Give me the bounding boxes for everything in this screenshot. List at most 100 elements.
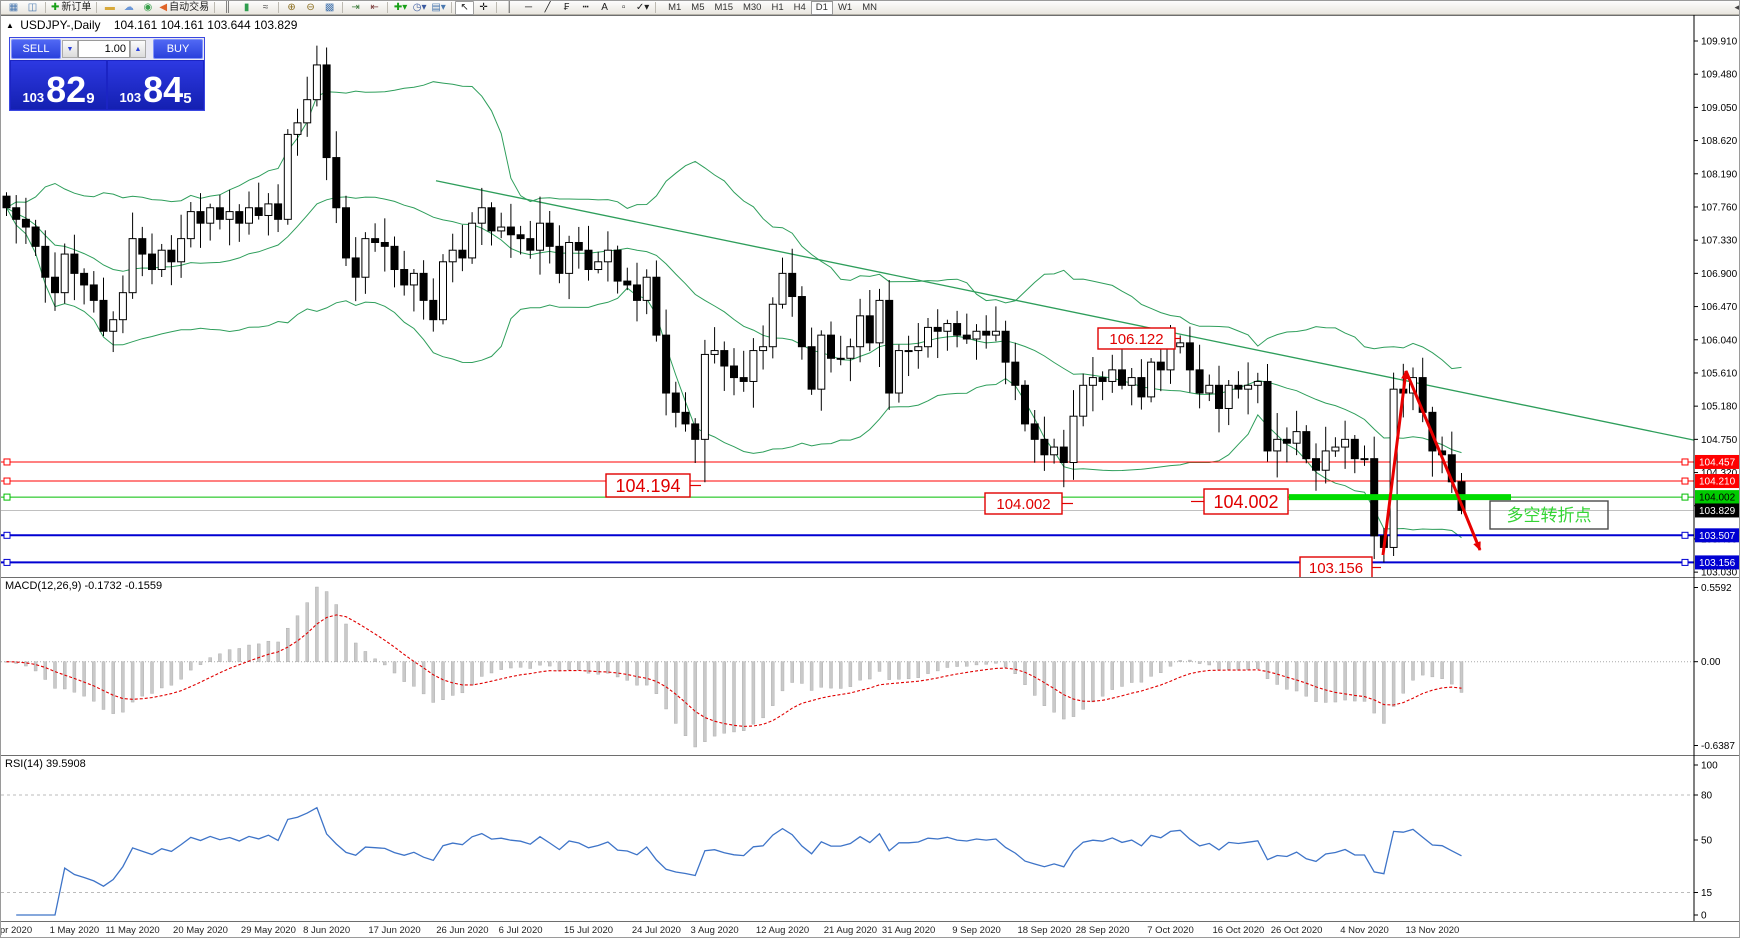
auto-trading-icon[interactable]: ◀ 自动交易 bbox=[157, 1, 211, 15]
chart-title-bar: ▲ USDJPY-,Daily 104.161 104.161 103.644 … bbox=[6, 18, 297, 32]
timeframe-M5-button[interactable]: M5 bbox=[691, 2, 705, 13]
timeframe-H1-button[interactable]: H1 bbox=[771, 2, 784, 13]
support-103507-anchor[interactable] bbox=[1681, 531, 1689, 539]
chart-shift-glyph: ⇤ bbox=[370, 1, 379, 13]
support-104002-anchor[interactable] bbox=[1681, 493, 1689, 501]
add-indicator-icon[interactable]: ✚▾ bbox=[391, 1, 410, 15]
support-103156-axis-label bbox=[1695, 555, 1739, 570]
add-indicator-glyph: ✚▾ bbox=[393, 1, 408, 13]
cursor-glyph: ↖ bbox=[460, 1, 469, 13]
zoom-out-glyph: ⊖ bbox=[306, 1, 315, 13]
fibo-lines-tool-icon[interactable]: ┅ bbox=[576, 1, 595, 15]
support-104002-anchor[interactable] bbox=[3, 493, 11, 501]
sell-price-display[interactable]: 103 82 9 bbox=[11, 61, 106, 109]
new-order-icon[interactable]: ✚ 新订单 bbox=[49, 1, 93, 15]
support-104002-axis-label bbox=[1695, 490, 1739, 505]
timeframe-W1-button[interactable]: W1 bbox=[837, 2, 853, 13]
timeframe-MN-button[interactable]: MN bbox=[862, 2, 877, 13]
templates-menu-icon[interactable]: ▤▾ bbox=[429, 1, 448, 15]
bid-price-line-axis-label bbox=[1695, 503, 1739, 518]
text-tool-icon[interactable]: A bbox=[595, 1, 614, 15]
chart-profiles-icon[interactable]: ◫ bbox=[23, 1, 42, 15]
chart-shift-icon[interactable]: ⇤ bbox=[365, 1, 384, 15]
chart-symbol-label: USDJPY-,Daily bbox=[20, 18, 101, 32]
auto-scroll-icon[interactable]: ⇥ bbox=[346, 1, 365, 15]
volume-increase-button[interactable]: ▲ bbox=[130, 40, 146, 58]
metaeditor-icon[interactable]: ▬ bbox=[100, 1, 119, 15]
callout-box-103.156[interactable] bbox=[1299, 556, 1373, 577]
volume-decrease-button[interactable]: ▼ bbox=[62, 40, 78, 58]
resistance-104457-anchor[interactable] bbox=[3, 458, 11, 466]
callout-box-104.194[interactable] bbox=[605, 473, 691, 498]
svg-text:104.320: 104.320 bbox=[1701, 468, 1738, 479]
chart-profiles-glyph: ◫ bbox=[27, 1, 38, 13]
support-103156-anchor[interactable] bbox=[1681, 558, 1689, 566]
cursor-icon[interactable]: ↖ bbox=[455, 1, 475, 15]
support-103507-anchor[interactable] bbox=[3, 531, 11, 539]
date-tick-label: 6 Jul 2020 bbox=[498, 925, 543, 936]
zoom-in-icon[interactable]: ⊕ bbox=[282, 1, 301, 15]
resistance-104210-anchor[interactable] bbox=[1681, 477, 1689, 485]
chart-collapse-icon[interactable]: ▲ bbox=[6, 21, 14, 30]
volume-input[interactable] bbox=[78, 40, 130, 58]
descending-trendline[interactable] bbox=[435, 180, 1695, 441]
timeframe-M30-button[interactable]: M30 bbox=[742, 2, 762, 13]
date-tick-label: 9 Sep 2020 bbox=[952, 925, 1001, 936]
objects-list-icon[interactable]: ✓▾ bbox=[633, 1, 652, 15]
resistance-104210-anchor[interactable] bbox=[3, 477, 11, 485]
buy-price-prefix: 103 bbox=[119, 90, 142, 105]
signals-icon[interactable]: ◉ bbox=[138, 1, 157, 15]
tile-windows-icon[interactable]: ▩ bbox=[320, 1, 339, 15]
fibonacci-tool-icon[interactable]: ₣ bbox=[557, 1, 576, 15]
callout-box-106.122[interactable] bbox=[1097, 327, 1176, 350]
timeframe-M1-button[interactable]: M1 bbox=[668, 2, 682, 13]
timeframe-M15-button[interactable]: M15 bbox=[714, 2, 733, 13]
horizontal-line-tool-icon[interactable]: ─ bbox=[519, 1, 538, 15]
date-tick-label: 28 Sep 2020 bbox=[1075, 925, 1130, 936]
date-tick-label: 24 Jul 2020 bbox=[631, 925, 681, 936]
date-tick-label: 20 May 2020 bbox=[173, 925, 228, 936]
trendline-tool-icon[interactable]: ╱ bbox=[538, 1, 557, 15]
vertical-line-tool-icon[interactable]: │ bbox=[500, 1, 519, 15]
toolbar-overflow-icon[interactable]: ◂ bbox=[1734, 2, 1739, 12]
buy-price-display[interactable]: 103 84 5 bbox=[108, 61, 203, 109]
timeframe-D1-button[interactable]: D1 bbox=[810, 1, 833, 15]
callout-box-104.002[interactable] bbox=[984, 492, 1063, 515]
horizontal-level-lines[interactable] bbox=[1, 458, 1694, 566]
candle-chart-mode-icon[interactable]: ▮ bbox=[237, 1, 256, 15]
line-chart-mode-icon[interactable]: ≈ bbox=[256, 1, 275, 15]
new-chart-icon[interactable]: ▦ bbox=[4, 1, 23, 15]
sell-button[interactable]: SELL bbox=[11, 39, 61, 59]
tile-windows-glyph: ▩ bbox=[324, 1, 335, 13]
svg-text:107.330: 107.330 bbox=[1701, 236, 1738, 247]
svg-text:107.760: 107.760 bbox=[1701, 202, 1738, 213]
price-callouts[interactable]: 106.122 104.194 104.002 104.002 103.156 bbox=[605, 327, 1381, 577]
resistance-104457-anchor[interactable] bbox=[1681, 458, 1689, 466]
svg-text:50: 50 bbox=[1701, 836, 1713, 847]
date-tick-label: 16 Oct 2020 bbox=[1212, 925, 1265, 936]
chart-ohlc-values: 104.161 104.161 103.644 103.829 bbox=[113, 18, 298, 32]
crosshair-icon[interactable]: ✛ bbox=[474, 1, 493, 15]
svg-text:104.750: 104.750 bbox=[1701, 435, 1738, 446]
fibonacci-tool-glyph: ₣ bbox=[563, 1, 570, 13]
svg-text:15: 15 bbox=[1701, 888, 1713, 899]
svg-text:105.610: 105.610 bbox=[1701, 368, 1738, 379]
periods-menu-icon[interactable]: ◷▾ bbox=[410, 1, 429, 15]
callout-box-104.002[interactable] bbox=[1203, 488, 1289, 515]
volume-spinner: ▼ ▲ bbox=[62, 39, 152, 59]
timeframe-H4-button[interactable]: H4 bbox=[793, 2, 806, 13]
macd-indicator-canvas[interactable]: 0.5592 0.00 -0.6387 MACD(12,26,9) -0.1732 -… bbox=[1, 577, 1740, 755]
rsi-indicator-canvas[interactable]: 100 80 50 15 0 RSI(14) 39.5908 bbox=[1, 755, 1740, 921]
toolbar-separator bbox=[45, 2, 46, 13]
cloud-icon[interactable]: ☁ bbox=[119, 1, 138, 15]
toolbar-separator bbox=[496, 2, 498, 13]
buy-button[interactable]: BUY bbox=[153, 39, 203, 59]
main-chart-canvas[interactable]: 106.122 104.194 104.002 104.002 103.156 多空转折点… bbox=[1, 15, 1740, 577]
arrow-objects-tool-icon[interactable]: ▫ bbox=[614, 1, 633, 15]
support-103156-anchor[interactable] bbox=[3, 558, 11, 566]
red-trend-arrows[interactable] bbox=[1381, 370, 1482, 556]
buy-price-pip: 5 bbox=[183, 90, 192, 107]
note-box[interactable] bbox=[1489, 500, 1609, 530]
bar-chart-mode-icon[interactable]: ║ bbox=[218, 1, 237, 15]
zoom-out-icon[interactable]: ⊖ bbox=[301, 1, 320, 15]
